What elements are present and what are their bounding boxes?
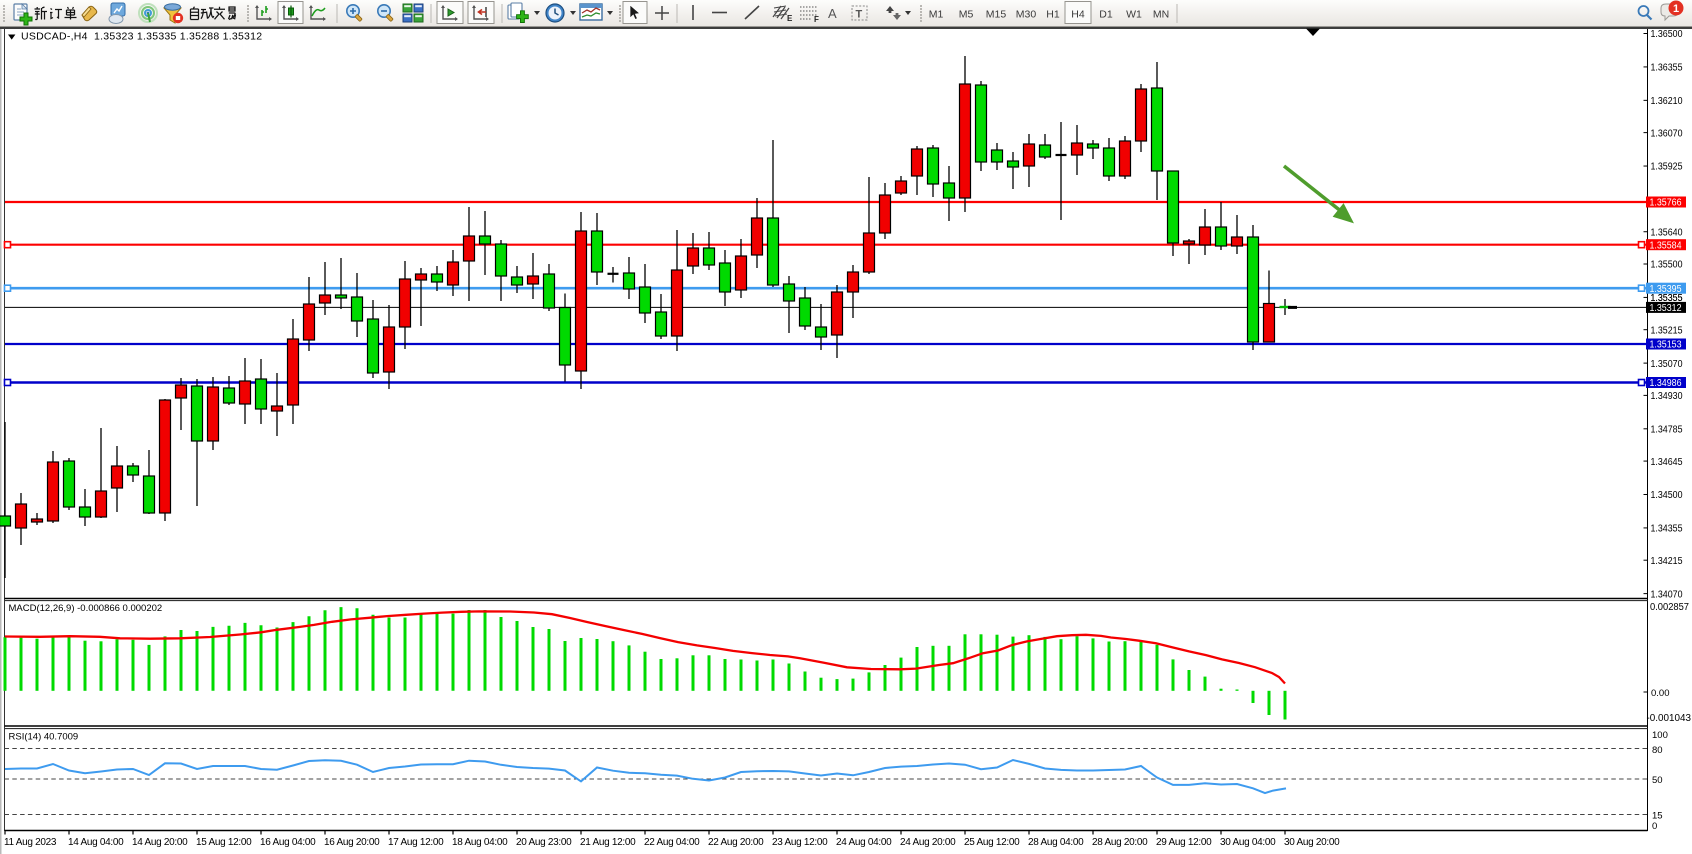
svg-text:W1: W1 <box>1126 9 1142 21</box>
svg-text:1.35153: 1.35153 <box>1650 340 1682 351</box>
svg-text:USDCAD-,H4 1.35323 1.35335 1.: USDCAD-,H4 1.35323 1.35335 1.35288 1.353… <box>21 31 262 43</box>
svg-text:0: 0 <box>1652 821 1657 832</box>
svg-text:MN: MN <box>1153 9 1169 21</box>
svg-text:1.35355: 1.35355 <box>1651 293 1683 304</box>
svg-text:M1: M1 <box>929 9 944 21</box>
svg-text:-0.001043: -0.001043 <box>1647 713 1692 724</box>
svg-text:1.36355: 1.36355 <box>1651 63 1683 74</box>
svg-text:1: 1 <box>1673 3 1679 15</box>
svg-text:1.34215: 1.34215 <box>1651 556 1683 567</box>
svg-text:0.002857: 0.002857 <box>1650 602 1689 613</box>
svg-text:RSI(14) 40.7009: RSI(14) 40.7009 <box>9 732 79 743</box>
svg-text:1.36070: 1.36070 <box>1651 128 1683 139</box>
svg-text:14 Aug 04:00: 14 Aug 04:00 <box>68 837 124 848</box>
svg-text:1.34355: 1.34355 <box>1651 524 1683 535</box>
svg-text:28 Aug 20:00: 28 Aug 20:00 <box>1092 837 1148 848</box>
svg-text:1.34930: 1.34930 <box>1651 391 1683 402</box>
svg-text:1.35500: 1.35500 <box>1651 260 1683 271</box>
svg-text:29 Aug 12:00: 29 Aug 12:00 <box>1156 837 1212 848</box>
svg-text:21 Aug 12:00: 21 Aug 12:00 <box>580 837 636 848</box>
svg-text:E: E <box>787 14 793 23</box>
svg-text:1.35766: 1.35766 <box>1650 198 1682 209</box>
svg-text:1.35215: 1.35215 <box>1651 325 1683 336</box>
svg-text:1.34070: 1.34070 <box>1651 589 1683 600</box>
svg-text:1.35925: 1.35925 <box>1651 162 1683 173</box>
svg-text:15 Aug 12:00: 15 Aug 12:00 <box>196 837 252 848</box>
svg-text:1.35070: 1.35070 <box>1651 359 1683 370</box>
svg-text:F: F <box>814 15 819 24</box>
svg-text:1.34986: 1.34986 <box>1650 378 1682 389</box>
svg-text:1.35355: 1.35355 <box>1651 293 1683 304</box>
svg-text:16 Aug 20:00: 16 Aug 20:00 <box>324 837 380 848</box>
svg-text:30 Aug 20:00: 30 Aug 20:00 <box>1284 837 1340 848</box>
svg-text:1.35395: 1.35395 <box>1650 284 1682 295</box>
svg-text:22 Aug 04:00: 22 Aug 04:00 <box>644 837 700 848</box>
svg-text:25 Aug 12:00: 25 Aug 12:00 <box>964 837 1020 848</box>
svg-text:80: 80 <box>1652 745 1663 756</box>
svg-text:M30: M30 <box>1016 9 1037 21</box>
svg-text:17 Aug 12:00: 17 Aug 12:00 <box>388 837 444 848</box>
svg-text:M5: M5 <box>959 9 974 21</box>
svg-text:D1: D1 <box>1099 9 1113 21</box>
svg-text:1.34645: 1.34645 <box>1651 457 1683 468</box>
svg-text:16 Aug 04:00: 16 Aug 04:00 <box>260 837 316 848</box>
svg-text:30 Aug 04:00: 30 Aug 04:00 <box>1220 837 1276 848</box>
svg-text:14 Aug 20:00: 14 Aug 20:00 <box>132 837 188 848</box>
svg-text:20 Aug 23:00: 20 Aug 23:00 <box>516 837 572 848</box>
svg-text:1.35312: 1.35312 <box>1650 303 1682 314</box>
svg-text:1.34785: 1.34785 <box>1651 425 1683 436</box>
svg-text:18 Aug 04:00: 18 Aug 04:00 <box>452 837 508 848</box>
svg-text:1.34500: 1.34500 <box>1651 490 1683 501</box>
svg-text:1.36500: 1.36500 <box>1651 29 1683 40</box>
svg-text:A: A <box>828 6 837 21</box>
svg-text:H4: H4 <box>1071 9 1085 21</box>
svg-text:22 Aug 20:00: 22 Aug 20:00 <box>708 837 764 848</box>
svg-text:24 Aug 04:00: 24 Aug 04:00 <box>836 837 892 848</box>
svg-text:50: 50 <box>1652 775 1663 786</box>
svg-text:28 Aug 04:00: 28 Aug 04:00 <box>1028 837 1084 848</box>
svg-text:M15: M15 <box>986 9 1007 21</box>
svg-text:1.35640: 1.35640 <box>1651 227 1683 238</box>
svg-text:H1: H1 <box>1046 9 1060 21</box>
svg-text:100: 100 <box>1652 730 1668 741</box>
svg-text:1.35584: 1.35584 <box>1650 240 1682 251</box>
svg-text:24 Aug 20:00: 24 Aug 20:00 <box>900 837 956 848</box>
svg-text:1.36210: 1.36210 <box>1651 96 1683 107</box>
svg-text:T: T <box>856 9 863 21</box>
svg-text:MACD(12,26,9) -0.000866 0.0002: MACD(12,26,9) -0.000866 0.000202 <box>9 603 163 614</box>
svg-text:15: 15 <box>1652 811 1663 822</box>
svg-text:0.00: 0.00 <box>1651 688 1670 699</box>
svg-text:11 Aug 2023: 11 Aug 2023 <box>4 837 57 848</box>
svg-text:23 Aug 12:00: 23 Aug 12:00 <box>772 837 828 848</box>
